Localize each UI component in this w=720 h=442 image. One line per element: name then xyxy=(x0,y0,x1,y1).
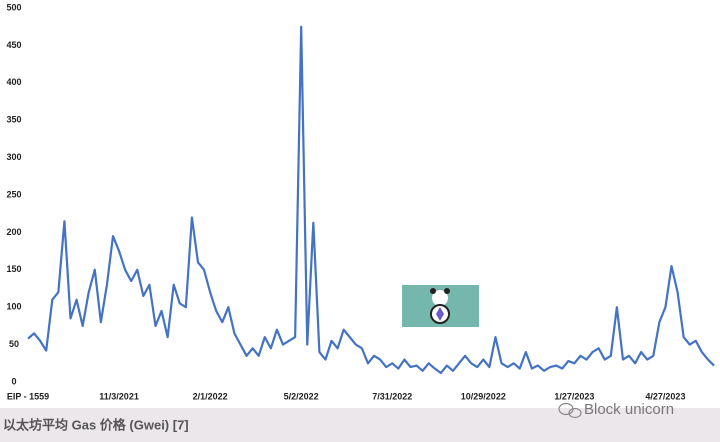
y-tick-label: 0 xyxy=(11,376,16,386)
y-tick-label: 50 xyxy=(9,339,19,349)
x-tick-label: 4/27/2023 xyxy=(645,391,685,401)
y-tick-label: 150 xyxy=(6,264,21,274)
x-tick-label: EIP - 1559 xyxy=(7,391,49,401)
y-tick-label: 200 xyxy=(6,227,21,237)
caption: 以太坊平均 Gas 价格 (Gwei) [7] xyxy=(3,417,189,432)
x-tick-label: 1/27/2023 xyxy=(554,391,594,401)
caption-bar xyxy=(0,408,720,442)
y-tick-label: 250 xyxy=(6,189,21,199)
x-tick-label: 2/1/2022 xyxy=(193,391,228,401)
y-tick-label: 300 xyxy=(6,152,21,162)
y-tick-label: 450 xyxy=(6,40,21,50)
y-tick-label: 350 xyxy=(6,115,21,125)
x-tick-label: 5/2/2022 xyxy=(284,391,319,401)
data-line xyxy=(27,25,715,375)
x-tick-label: 10/29/2022 xyxy=(461,391,506,401)
y-tick-label: 100 xyxy=(6,302,21,312)
x-tick-label: 7/31/2022 xyxy=(372,391,412,401)
watermark: Block unicorn xyxy=(584,401,674,418)
panda-image xyxy=(402,285,479,327)
y-tick-label: 500 xyxy=(6,2,21,12)
plot-background xyxy=(0,0,720,408)
x-tick-label: 11/3/2021 xyxy=(99,391,139,401)
watermark-icon xyxy=(558,402,582,419)
y-tick-label: 400 xyxy=(6,77,21,87)
